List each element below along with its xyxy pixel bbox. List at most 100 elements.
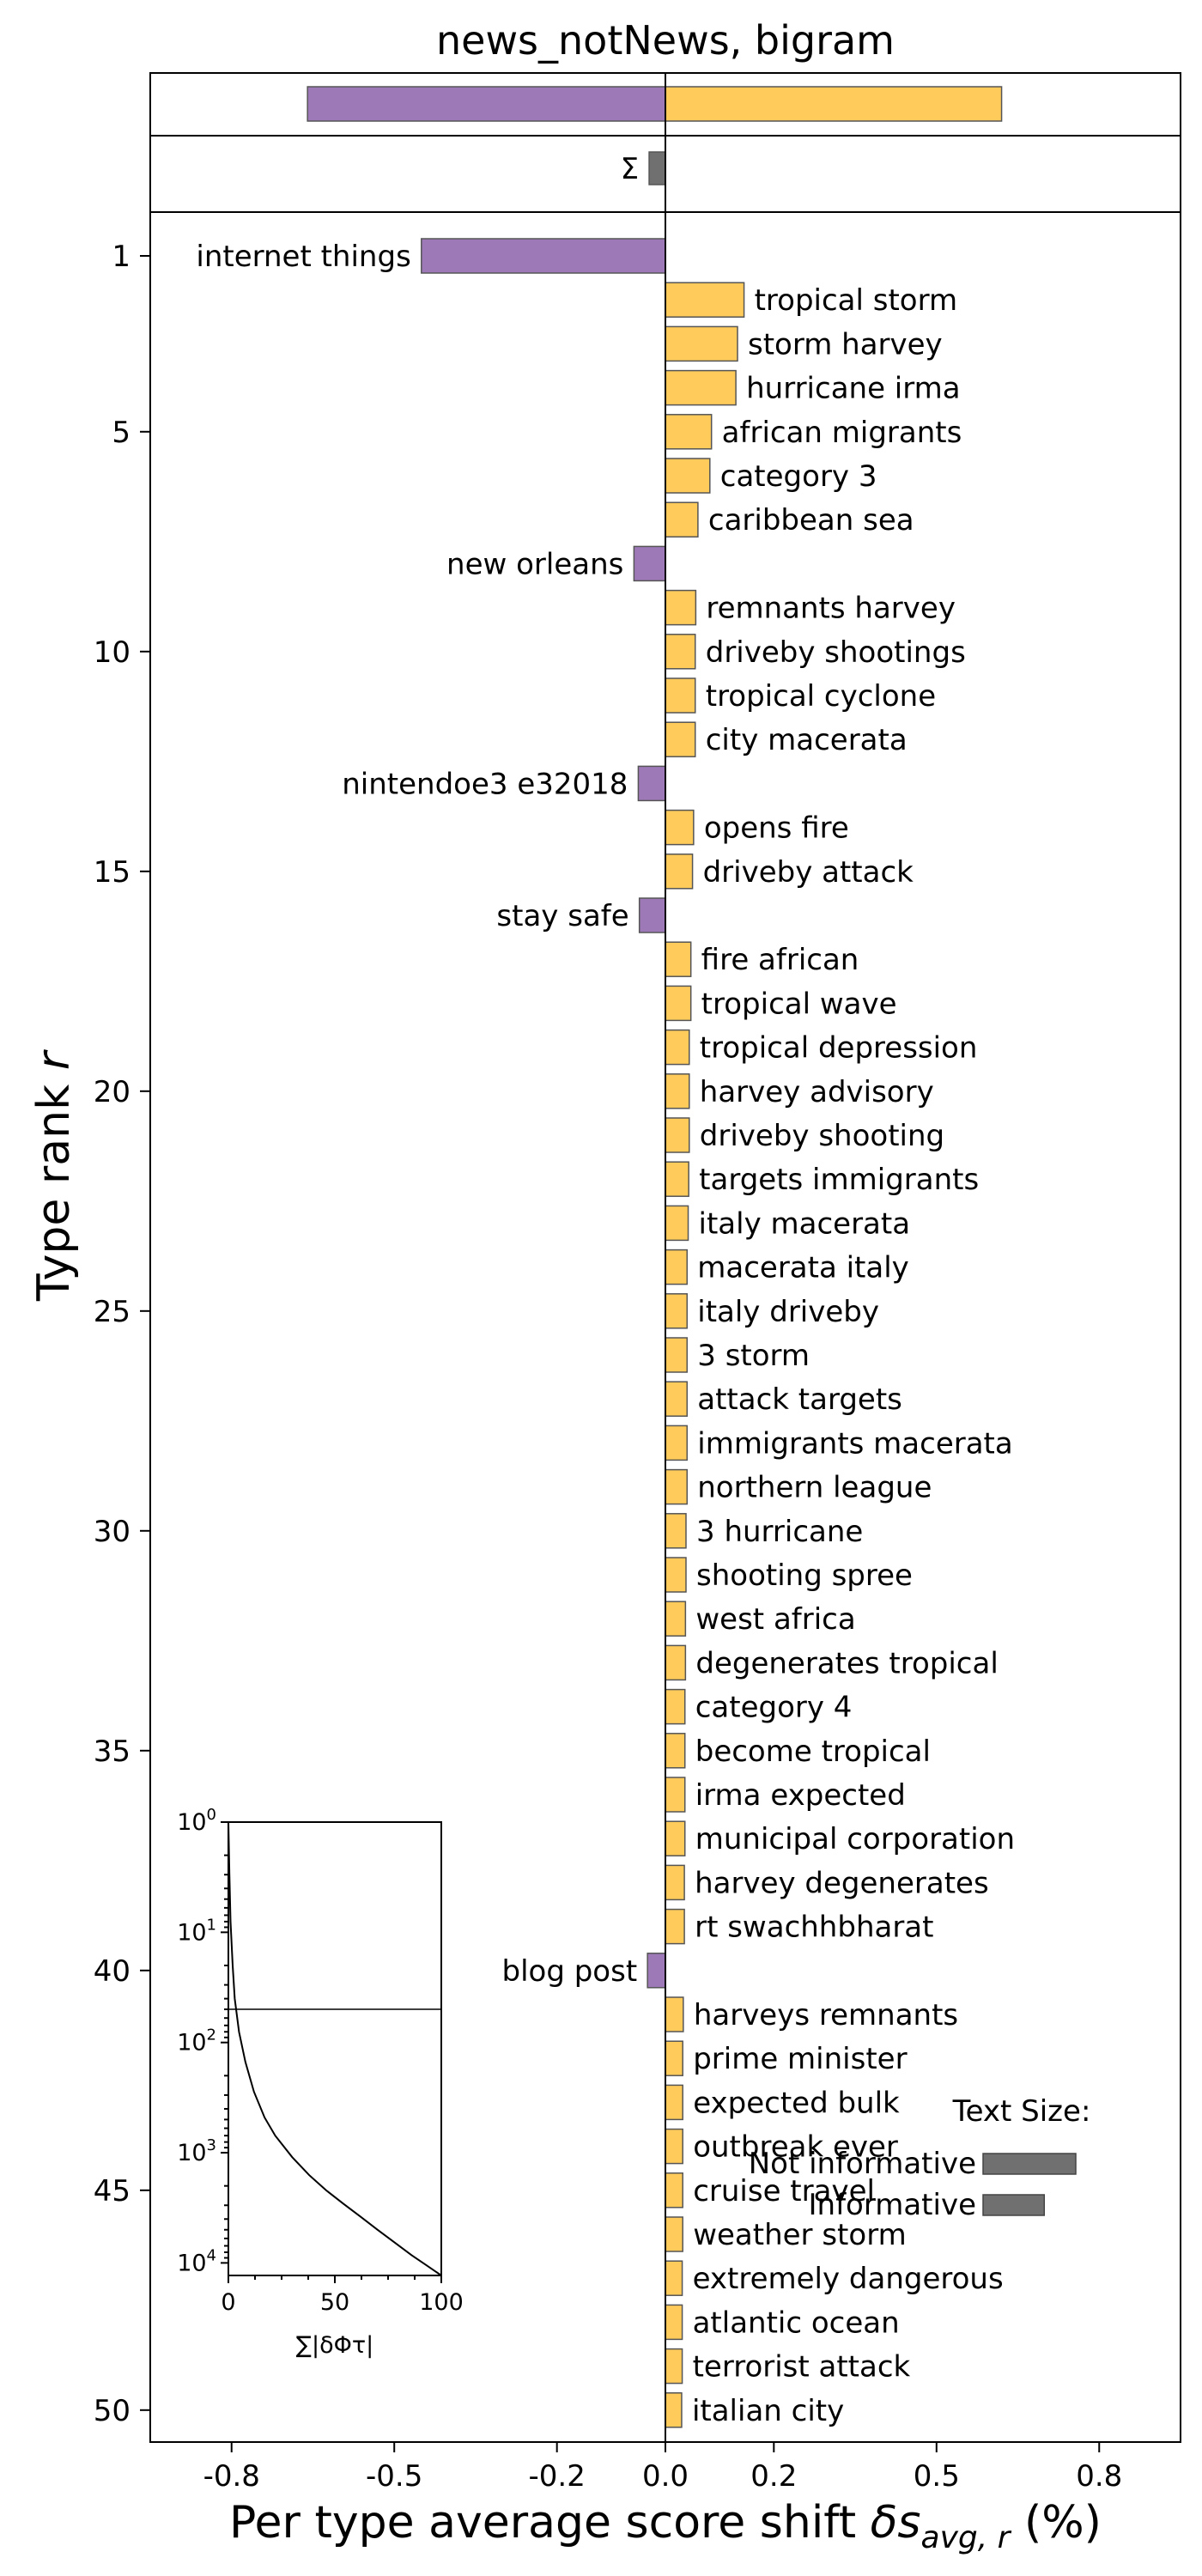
y-tick-label: 40: [94, 1954, 131, 1989]
word-label: harvey degenerates: [695, 1866, 989, 1900]
word-label: harveys remnants: [694, 1998, 958, 2032]
inset-x-tick-label: 50: [320, 2289, 349, 2316]
word-bar: [665, 1205, 689, 1242]
word-bar: [665, 721, 696, 757]
word-label: stay safe: [496, 899, 628, 933]
word-label: immigrants macerata: [697, 1426, 1012, 1461]
inset-x-tick-label: 0: [221, 2289, 235, 2316]
word-bar: [665, 1337, 689, 1373]
inset-x-label: ∑|δΦτ|: [296, 2332, 373, 2359]
word-label: irma expected: [695, 1778, 906, 1813]
word-bar: [665, 458, 711, 494]
word-label: atlantic ocean: [693, 2306, 900, 2340]
word-bar: [665, 589, 697, 626]
legend-swatch: [982, 2194, 1046, 2216]
word-label: tropical storm: [755, 283, 958, 318]
word-label: new orleans: [446, 547, 623, 581]
word-bar: [665, 1468, 689, 1505]
word-label: remnants harvey: [706, 592, 956, 626]
word-label: northern league: [697, 1471, 932, 1505]
word-label: expected bulk: [693, 2086, 900, 2120]
word-bar: [665, 1557, 687, 1593]
word-label: tropical cyclone: [706, 679, 936, 714]
word-bar: [665, 1777, 686, 1813]
word-bar: [665, 282, 745, 318]
word-label: blog post: [502, 1954, 638, 1989]
x-axis-label: Per type average score shift δsavg, r (%…: [229, 2497, 1102, 2555]
word-label: tropical depression: [700, 1031, 978, 1066]
word-bar: [647, 1953, 666, 1989]
y-tick-label: 25: [94, 1295, 131, 1329]
word-label: cruise travel: [693, 2174, 875, 2208]
word-label: extremely dangerous: [693, 2262, 1004, 2296]
word-bar: [665, 369, 737, 406]
word-label: rt swachhbharat: [695, 1911, 933, 1945]
main-plot: internet things tropical storm storm harve…: [94, 211, 1181, 2494]
inset-x-tick-label: 100: [419, 2289, 464, 2316]
word-bar: [665, 1820, 686, 1856]
y-tick-label: 1: [112, 240, 131, 274]
x-tick-label: 0.8: [1076, 2459, 1122, 2494]
word-label: municipal corporation: [695, 1822, 1015, 1856]
y-tick-label: 30: [94, 1515, 131, 1549]
inset-cumulative-plot: 0 50 100 100 101 102 103 104 ∑|δΦτ|: [177, 1806, 464, 2359]
word-label: terrorist attack: [693, 2350, 911, 2385]
word-label: weather storm: [693, 2218, 906, 2252]
word-bar: [665, 2084, 683, 2121]
word-bar: [665, 1381, 689, 1417]
word-bar: [665, 2304, 683, 2341]
word-label: driveby shootings: [706, 635, 966, 670]
word-bar: [665, 1864, 685, 1901]
word-bar: [665, 2260, 683, 2296]
word-bar: [637, 765, 666, 802]
word-bar: [665, 1293, 689, 1329]
word-bar: [665, 325, 738, 362]
word-bar: [665, 2172, 683, 2208]
summary-positive-bar: [665, 86, 1003, 122]
word-bar: [633, 545, 666, 582]
y-tick-label: 10: [94, 635, 131, 670]
word-bar: [665, 1425, 689, 1461]
word-label: become tropical: [695, 1735, 931, 1769]
word-label: targets immigrants: [699, 1163, 979, 1197]
word-bar: [665, 1249, 689, 1285]
word-label: internet things: [196, 240, 410, 274]
word-label: nintendoe3 e32018: [342, 767, 628, 801]
word-label: 3 hurricane: [696, 1515, 863, 1549]
x-tick-label: 0.0: [642, 2459, 689, 2494]
inset-y-tick-label: 104: [177, 2246, 216, 2276]
word-label: storm harvey: [748, 327, 943, 361]
word-bar: [665, 2040, 683, 2076]
inset-y-tick-label: 100: [177, 1806, 216, 1836]
word-label: shooting spree: [696, 1558, 913, 1593]
sum-panel: Σ: [149, 135, 1181, 213]
word-bar: [665, 1996, 684, 2032]
x-tick-label: -0.2: [529, 2459, 586, 2494]
inset-y-tick-label: 102: [177, 2026, 216, 2057]
word-label: outbreak ever: [693, 2130, 898, 2165]
x-tick-label: 0.2: [750, 2459, 797, 2494]
word-bar: [638, 897, 666, 933]
word-label: macerata italy: [697, 1251, 909, 1285]
word-bar: [665, 2216, 683, 2252]
word-label: italy driveby: [697, 1295, 879, 1329]
word-label: harvey advisory: [700, 1075, 934, 1109]
y-tick-label: 15: [94, 855, 131, 890]
word-bar: [665, 854, 694, 890]
word-label: caribbean sea: [708, 503, 914, 538]
x-tick-label: -0.5: [366, 2459, 422, 2494]
word-bar: [665, 501, 699, 538]
word-bar: [665, 985, 692, 1022]
y-tick-label: 45: [94, 2174, 131, 2208]
word-bar: [665, 634, 696, 670]
y-tick-label: 20: [94, 1075, 131, 1109]
inset-curve: [228, 1821, 442, 2276]
word-bar: [665, 1733, 686, 1769]
word-bar: [665, 809, 695, 846]
word-bar: [665, 414, 713, 450]
summary-panel: [149, 72, 1181, 137]
legend: Text Size: Not informative Informative: [749, 2094, 1091, 2222]
word-label: prime minister: [693, 2042, 907, 2076]
word-bar: [665, 1601, 687, 1637]
